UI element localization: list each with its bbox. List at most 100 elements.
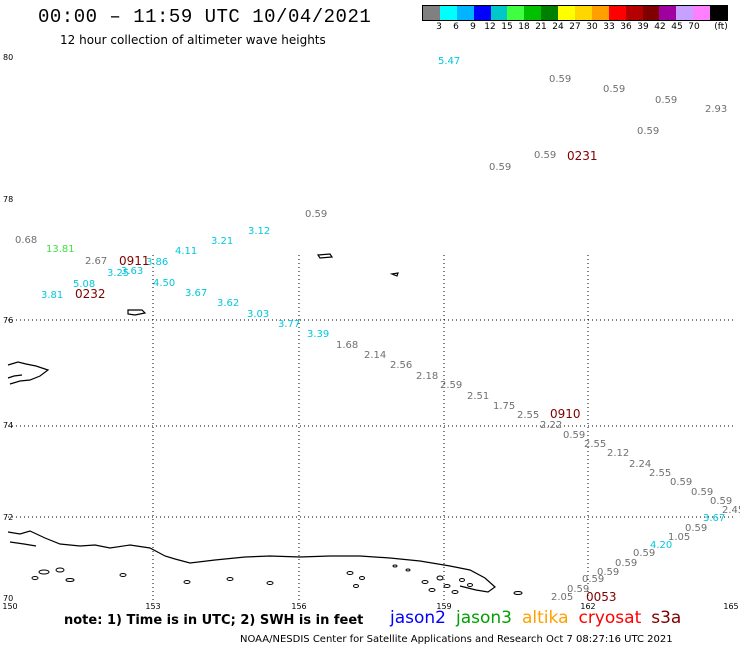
legend-label: 42 [654,22,666,32]
lat-label: 74 [3,421,13,430]
wave-height-label: 2.51 [467,391,489,402]
wave-height-label: 0.59 [489,162,511,173]
pass-time-label: 0910 [550,407,581,421]
legend-label: 27 [569,22,581,32]
wave-height-label: 13.81 [46,244,75,255]
legend-label: 30 [586,22,598,32]
legend-swatch [423,6,440,20]
legend-swatch [659,6,677,20]
wave-height-label: 2.22 [540,420,562,431]
wave-height-label: 2.55 [584,439,606,450]
wave-height-label: 2.12 [607,448,629,459]
wave-height-label: 0.59 [534,150,556,161]
wave-height-label: 0.59 [633,548,655,559]
wave-height-labels: 5.470.590.590.592.930.590.590.590.590.68… [15,56,740,603]
pass-time-label: 0232 [75,287,106,301]
wave-height-label: 2.93 [705,104,727,115]
legend-swatch [608,6,626,20]
satellite-jason2-label: jason2 [390,608,446,628]
lat-label: 80 [3,53,13,62]
wave-height-label: 4.11 [175,246,197,257]
page-subtitle: 12 hour collection of altimeter wave hei… [60,33,326,47]
wave-height-label: 2.67 [85,256,107,267]
legend-label: 18 [518,22,530,32]
wave-height-label: 2.56 [390,360,412,371]
legend-label: 3 [436,22,442,32]
wave-height-label: 3.81 [41,290,63,301]
pass-time-labels: 0231 0911 0232 0910 0053 [75,149,617,604]
wave-height-label: 4.50 [153,278,175,289]
wave-height-label: 0.59 [691,487,713,498]
pass-time-label: 0231 [567,149,598,163]
legend-label: 33 [603,22,615,32]
legend-swatch [591,6,609,20]
legend-unit: (ft) [714,22,728,32]
wave-height-label: 3.25 [107,268,129,279]
lon-label: 150 [2,602,17,611]
credit-line: NOAA/NESDIS Center for Satellite Applica… [240,634,673,645]
legend-swatch [507,6,525,20]
wave-height-label: 2.55 [517,410,539,421]
satellite-legend: jason2 jason3 altika cryosat s3a [390,608,691,628]
wave-height-label: 3.39 [307,329,329,340]
legend-label: 6 [453,22,459,32]
legend-label: 45 [671,22,683,32]
lon-label: 156 [291,602,306,611]
coastline [7,253,496,593]
lon-label: 165 [723,602,738,611]
island-cluster [31,564,523,595]
lat-label: 78 [3,195,13,204]
legend-swatch [676,6,694,20]
wave-height-label: 0.59 [567,584,589,595]
legend-swatch [575,6,592,20]
wave-height-label: 3.77 [278,319,300,330]
wave-height-label: 0.59 [582,574,604,585]
legend-label: 39 [637,22,649,32]
satellite-altika-label: altika [522,608,569,628]
wave-height-label: 0.59 [710,496,732,507]
legend-label: 24 [552,22,564,32]
wave-height-label: 2.14 [364,350,386,361]
wave-height-label: 5.08 [73,279,95,290]
lat-label: 76 [3,316,13,325]
wave-height-label: 0.59 [603,84,625,95]
wave-height-label: 3.62 [217,298,239,309]
wave-height-label: 3.12 [248,226,270,237]
legend-swatch [558,6,576,20]
wave-height-label: 0.59 [637,126,659,137]
wave-height-label: 0.59 [685,523,707,534]
legend-swatch [541,6,559,20]
legend-label: 70 [688,22,700,32]
legend-label: 9 [470,22,476,32]
wave-height-label: 0.59 [563,430,585,441]
lat-label: 72 [3,513,13,522]
legend-swatch [456,6,474,20]
wave-height-label: 2.59 [440,380,462,391]
legend-label: 36 [620,22,632,32]
wave-height-label: 3.86 [146,257,168,268]
wave-height-label: 2.18 [416,371,438,382]
wave-height-label: 2.55 [649,468,671,479]
wave-height-label: 1.05 [668,532,690,543]
color-legend [422,5,728,21]
wave-height-label: 3.63 [121,266,143,277]
wave-height-label: 0.68 [15,235,37,246]
lon-label: 159 [436,602,451,611]
satellite-cryosat-label: cryosat [578,608,642,628]
wave-height-label: 0.59 [615,558,637,569]
wave-height-label: 0.59 [549,74,571,85]
graticule [8,255,735,600]
wave-height-label: 0.59 [305,209,327,220]
wave-height-label: 5.47 [438,56,460,67]
lon-labels: 150 153 156 159 162 165 [2,602,738,611]
legend-label: 21 [535,22,547,32]
wave-height-label: 2.05 [551,592,573,603]
legend-swatch [625,6,643,20]
wave-height-label: 3.67 [703,513,725,524]
legend-swatch [642,6,660,20]
legend-label: 15 [501,22,513,32]
wave-height-label: 0.59 [597,567,619,578]
pass-time-label: 0911 [119,254,150,268]
footer-note: note: 1) Time is in UTC; 2) SWH is in fe… [64,613,364,628]
